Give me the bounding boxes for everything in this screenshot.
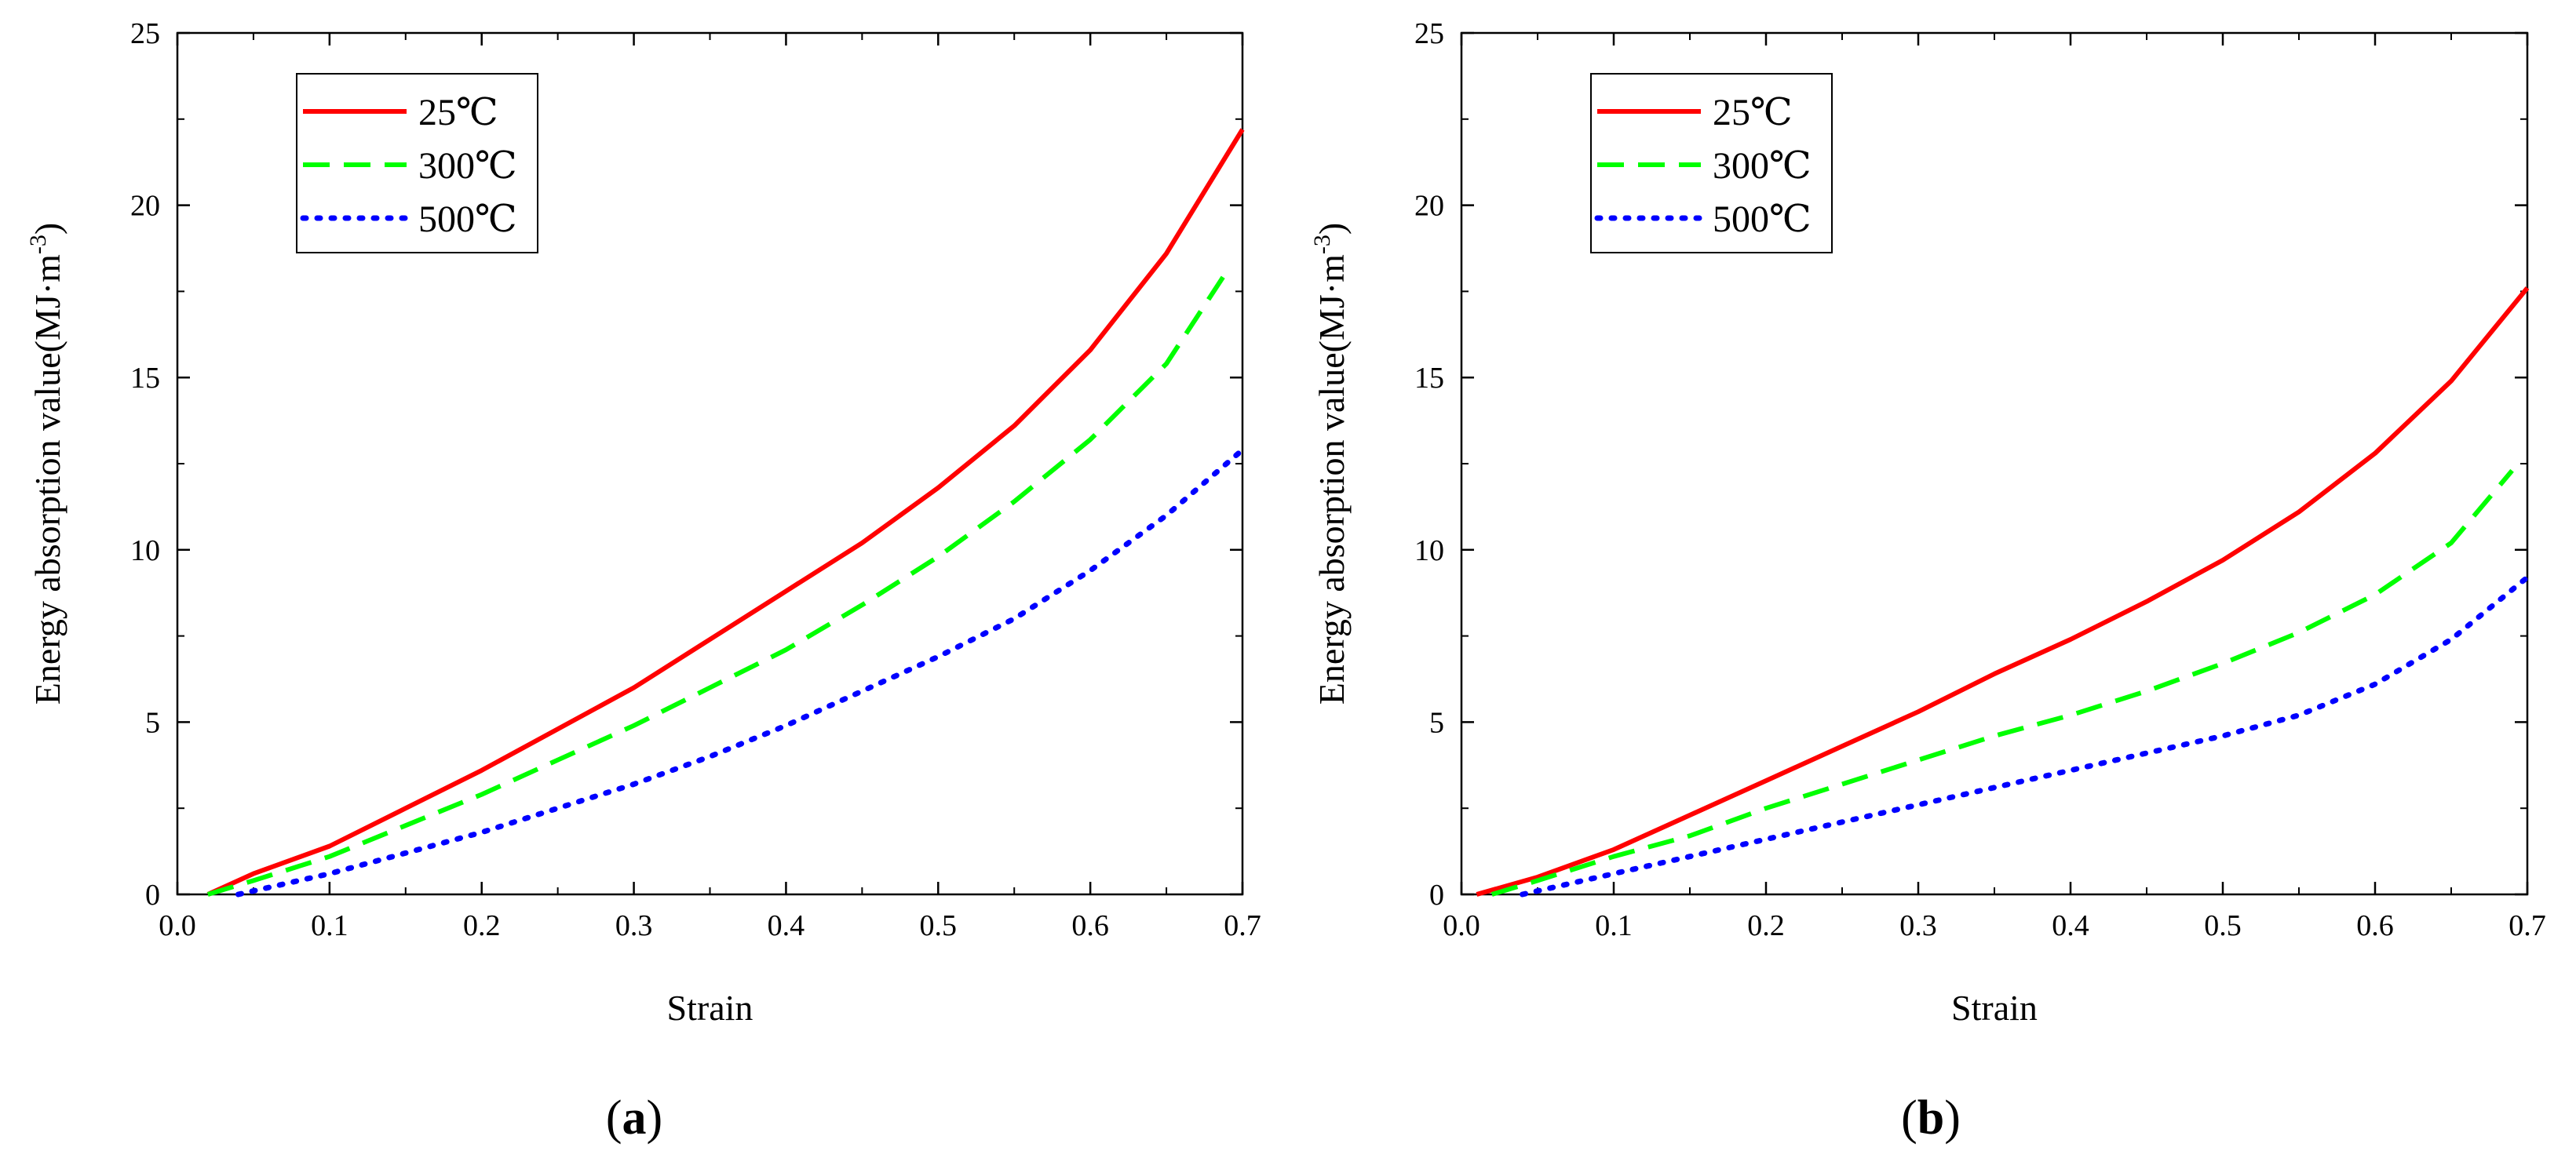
x-tick-label: 0.4 — [2052, 909, 2089, 942]
x-tick-label: 0.1 — [1595, 909, 1633, 942]
y-tick-label: 25 — [1414, 17, 1444, 50]
legend-label-0: 25℃ — [418, 92, 498, 133]
series-line-1 — [1491, 468, 2514, 897]
y-axis-title: Energy absorption value(MJ·m-3) — [1309, 223, 1352, 705]
legend-label-2: 500℃ — [1713, 198, 1812, 240]
series-line-0 — [206, 128, 1245, 897]
panel-label: (b) — [1901, 1091, 1961, 1145]
panel-label-open: ( — [606, 1091, 622, 1145]
y-axis-title-close: ) — [1312, 223, 1352, 235]
x-tick-label: 0.6 — [2356, 909, 2394, 942]
y-axis-title-main: Energy absorption value(MJ·m — [1312, 254, 1352, 705]
series-line-2 — [1520, 574, 2530, 898]
y-tick-label: 15 — [130, 362, 160, 395]
y-tick-label: 10 — [130, 534, 160, 567]
y-tick-label: 0 — [1429, 879, 1444, 912]
series-line-2 — [235, 446, 1246, 898]
x-tick-label: 0.7 — [1224, 909, 1261, 942]
x-tick-label: 0.6 — [1071, 909, 1109, 942]
x-tick-label: 0.5 — [920, 909, 958, 942]
x-tick-label: 0.3 — [1899, 909, 1937, 942]
legend-box — [296, 73, 538, 253]
x-tick-label: 0.2 — [1747, 909, 1785, 942]
x-tick-label: 0.5 — [2204, 909, 2242, 942]
x-tick-label: 0.4 — [768, 909, 805, 942]
legend-label-1: 300℃ — [418, 145, 517, 187]
series-line-1 — [206, 269, 1230, 897]
y-axis-title-main: Energy absorption value(MJ·m — [27, 254, 68, 705]
x-tick-label: 0.2 — [463, 909, 501, 942]
legend-label-2: 500℃ — [418, 198, 517, 240]
legend-label-0: 25℃ — [1713, 92, 1793, 133]
panel-label: (a) — [606, 1091, 662, 1145]
x-axis-title: Strain — [667, 988, 753, 1028]
panel-label-letter: a — [622, 1091, 647, 1145]
legend-label-1: 300℃ — [1713, 145, 1812, 187]
y-tick-label: 10 — [1414, 534, 1444, 567]
panel-label-open: ( — [1901, 1091, 1917, 1145]
y-tick-label: 15 — [1414, 362, 1444, 395]
y-tick-label: 25 — [130, 17, 160, 50]
y-axis-title-sup: -3 — [25, 235, 51, 254]
panel-label-letter: b — [1917, 1091, 1944, 1145]
chart-panel-a: 0.0 0.1 0.2 0.3 0.4 0.5 0.6 0.7 0 5 10 15 20 25 Strain… — [25, 17, 1261, 1145]
x-tick-label: 0.3 — [615, 909, 653, 942]
y-tick-label: 20 — [130, 190, 160, 223]
y-axis-title: Energy absorption value(MJ·m-3) — [25, 223, 68, 705]
y-tick-label: 0 — [145, 879, 160, 912]
y-tick-label: 5 — [145, 706, 160, 739]
panel-label-close: ) — [1944, 1091, 1961, 1145]
x-tick-label: 0.0 — [159, 909, 196, 942]
series-line-0 — [1476, 286, 2530, 897]
y-axis-title-close: ) — [27, 223, 68, 235]
y-tick-label: 20 — [1414, 190, 1444, 223]
y-tick-label: 5 — [1429, 706, 1444, 739]
x-tick-label: 0.0 — [1443, 909, 1480, 942]
chart-panel-b: 0.0 0.1 0.2 0.3 0.4 0.5 0.6 0.7 0 5 10 15 20 25 Strain… — [1309, 17, 2546, 1145]
panel-label-close: ) — [647, 1091, 663, 1145]
x-axis-title: Strain — [1951, 988, 2038, 1028]
x-tick-label: 0.7 — [2508, 909, 2546, 942]
y-axis-title-sup: -3 — [1309, 235, 1335, 254]
legend-box — [1590, 73, 1833, 253]
x-tick-label: 0.1 — [311, 909, 348, 942]
